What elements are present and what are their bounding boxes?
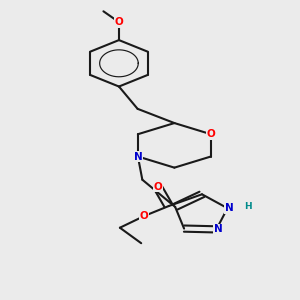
Text: N: N — [225, 203, 234, 213]
Text: O: O — [140, 211, 149, 221]
Text: O: O — [153, 182, 162, 192]
Text: N: N — [134, 152, 142, 161]
Text: O: O — [115, 17, 123, 27]
Text: H: H — [244, 202, 252, 211]
Text: N: N — [214, 224, 223, 234]
Text: O: O — [206, 129, 215, 139]
